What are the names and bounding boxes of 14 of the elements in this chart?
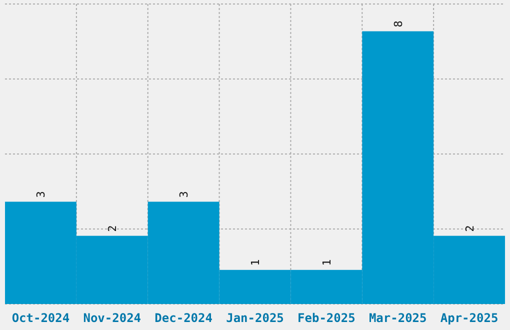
data-label: 3 (34, 191, 48, 198)
data-label: 1 (249, 259, 262, 266)
x-tick-label: Feb-2025 (298, 311, 356, 325)
x-tick-label: Apr-2025 (440, 311, 498, 325)
data-label: 3 (178, 191, 191, 198)
x-tick-label: Nov-2024 (83, 311, 142, 325)
data-label: 8 (392, 20, 405, 28)
data-label: 1 (320, 259, 334, 266)
x-tick-label: Jan-2025 (226, 311, 284, 325)
x-tick-label: Dec-2024 (154, 311, 212, 325)
x-tick-label: Mar-2025 (368, 311, 427, 325)
data-label: 2 (463, 225, 476, 232)
x-tick-label: Oct-2024 (12, 311, 70, 325)
data-label: 2 (106, 225, 120, 232)
